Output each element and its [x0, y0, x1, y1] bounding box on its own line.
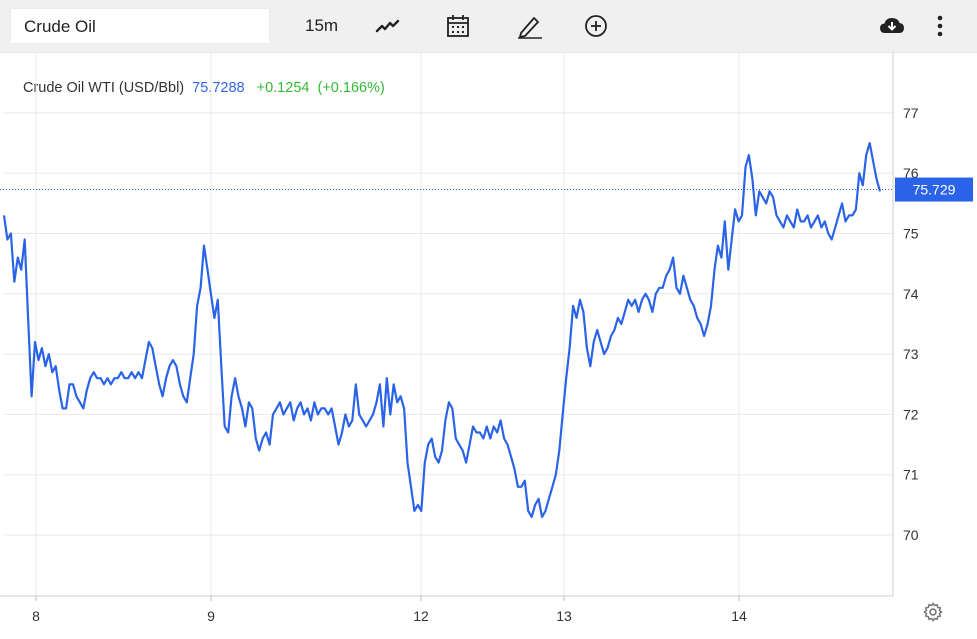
x-tick-label: 9	[207, 608, 215, 624]
calendar-icon[interactable]	[444, 12, 472, 40]
y-tick-label: 71	[903, 467, 919, 483]
toolbar: Crude Oil 15m	[0, 0, 977, 53]
instrument-name: Crude Oil WTI (USD/Bbl)	[23, 80, 185, 96]
pencil-icon[interactable]	[515, 12, 543, 40]
interval-selector[interactable]: 15m	[305, 16, 339, 35]
x-tick-label: 8	[32, 608, 40, 624]
y-tick-label: 73	[903, 346, 919, 362]
last-price-line: 75.729	[0, 177, 973, 202]
symbol-search-input[interactable]: Crude Oil	[10, 8, 270, 44]
y-tick-label: 75	[903, 226, 919, 242]
y-axis: 70 71 72 73 74 75 76 77	[892, 52, 919, 596]
line-chart-icon[interactable]	[373, 12, 401, 40]
last-price-tag-label: 75.729	[913, 182, 956, 198]
more-vert-icon[interactable]	[926, 12, 954, 40]
settings-icon[interactable]	[922, 601, 944, 623]
chart-grid	[4, 52, 893, 596]
y-tick-label: 77	[903, 105, 919, 121]
x-tick-label: 13	[556, 608, 572, 624]
x-axis: 8 9 12 13 14	[0, 595, 893, 624]
y-tick-label: 70	[903, 527, 919, 543]
price-change-percent: (+0.166%)	[317, 80, 385, 96]
y-tick-label: 74	[903, 286, 919, 302]
y-tick-label: 72	[903, 406, 919, 422]
last-price-tag	[895, 177, 973, 202]
x-tick-label: 14	[731, 608, 747, 624]
x-tick-label: 12	[413, 608, 429, 624]
price-change: +0.1254	[256, 80, 310, 96]
add-circle-icon[interactable]	[582, 12, 610, 40]
y-tick-label: 76	[903, 165, 919, 181]
price-line	[2, 142, 882, 519]
cloud-download-icon[interactable]	[878, 12, 906, 40]
last-price: 75.7288	[192, 80, 245, 96]
price-series	[2, 142, 882, 519]
chart-legend: Crude Oil WTI (USD/Bbl) 75.7288 +0.1254 …	[23, 80, 385, 96]
